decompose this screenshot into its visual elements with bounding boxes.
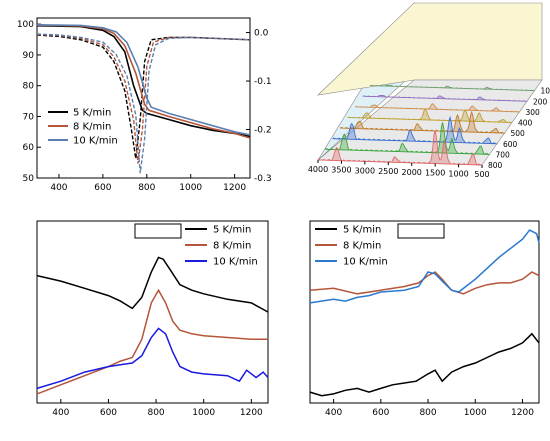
x-tick-label: 400 — [50, 183, 67, 193]
legend-entry: 8 K/min — [343, 241, 381, 252]
y-tick-label: 60 — [23, 143, 35, 153]
dtg-curve — [36, 33, 251, 164]
spectrum-500 — [340, 110, 505, 134]
z-tick-label: 800 — [488, 161, 503, 170]
legend-entry: 10 K/min — [213, 257, 258, 268]
z-tick-label: 400 — [518, 119, 533, 128]
legend-entry: 10 K/min — [73, 136, 118, 147]
x-tick-label: 600 — [100, 408, 117, 418]
x-tick-label: 800 — [147, 408, 164, 418]
panel-a-ticks: 400 600 800 1000 1200 50 60 70 80 90 100 0.0 -0.1 -0.… — [17, 20, 272, 193]
panel-c-ticks: 400 600 800 1000 1200 — [52, 399, 263, 418]
spectrum-600 — [332, 115, 498, 145]
z-tick-label: 100 — [541, 87, 550, 96]
x-tick-label: 3000 — [355, 166, 375, 175]
y-tick-label: 70 — [23, 112, 35, 122]
panel-d-ticks: 400 600 800 1000 1200 — [325, 399, 534, 418]
z-tick-label: 600 — [503, 140, 518, 149]
x-tick-label: 2500 — [378, 167, 398, 176]
panel-b-back-wall — [317, 2, 543, 96]
panel-d-legend: 5 K/min 8 K/min 10 K/min — [315, 225, 388, 268]
spectrum-200 — [362, 94, 528, 102]
x-tick-label: 400 — [325, 408, 342, 418]
y-tick-label: 100 — [17, 20, 34, 30]
x-tick-label: 3500 — [331, 166, 351, 175]
spectrum-100 — [370, 84, 535, 92]
legend-entry: 8 K/min — [213, 241, 251, 252]
series-curve — [36, 256, 269, 313]
series-curve — [36, 327, 269, 390]
x-tick-label: 2000 — [402, 168, 422, 177]
x-tick-label: 1200 — [511, 408, 534, 418]
y-right-tick-label: -0.2 — [254, 126, 272, 136]
z-tick-label: 500 — [511, 129, 526, 138]
x-tick-label: 800 — [138, 183, 155, 193]
x-tick-label: 400 — [52, 408, 69, 418]
panel-c-legend: 5 K/min 8 K/min 10 K/min — [185, 225, 258, 268]
x-tick-label: 800 — [419, 408, 436, 418]
y-tick-label: 50 — [23, 174, 35, 184]
panel-b-spectra — [317, 84, 535, 166]
dtg-curve — [36, 33, 251, 174]
x-tick-label: 1000 — [448, 169, 468, 178]
y-tick-label: 90 — [23, 51, 35, 61]
series-curve — [309, 229, 540, 304]
panel-b-x-ticks: 4000 3500 3000 2500 2000 1500 1000 500 — [308, 160, 490, 179]
x-tick-label: 500 — [474, 170, 489, 179]
y-right-tick-label: -0.1 — [254, 77, 272, 87]
series-curve — [309, 332, 540, 397]
y-right-tick-label: -0.3 — [254, 174, 272, 184]
dtg-curve — [36, 34, 251, 159]
panel-a-plot-frame — [36, 17, 251, 179]
x-tick-label: 1000 — [179, 183, 202, 193]
spectrum-400 — [347, 108, 513, 123]
panel-a-series — [36, 24, 251, 174]
x-tick-label: 1000 — [192, 408, 215, 418]
series-curve — [36, 288, 268, 395]
z-tick-label: 700 — [496, 150, 511, 159]
legend-entry: 10 K/min — [343, 257, 388, 268]
panel-c-series — [36, 256, 269, 395]
legend-entry: 8 K/min — [73, 122, 111, 133]
y-tick-label: 80 — [23, 82, 35, 92]
panel-a: 400 600 800 1000 1200 50 60 70 80 90 100 0.0 -0.1 -0.… — [17, 17, 272, 193]
x-tick-label: 600 — [372, 408, 389, 418]
legend-entry: 5 K/min — [213, 225, 251, 236]
spectrum-700 — [325, 122, 490, 155]
panel-c-annotation-box — [134, 223, 182, 239]
x-tick-label: 1000 — [464, 408, 487, 418]
panel-d: 400 600 800 1000 1200 5 K/min 8 K/min 10 K/min — [309, 220, 540, 418]
y-right-tick-label: 0.0 — [254, 29, 269, 39]
spectrum-800 — [317, 130, 483, 166]
series-curve — [309, 271, 540, 295]
panel-d-series — [309, 229, 540, 397]
x-tick-label: 1200 — [240, 408, 263, 418]
panel-c: 400 600 800 1000 1200 5 K/min 8 K/min 10 K/min — [36, 220, 269, 418]
x-tick-label: 600 — [94, 183, 111, 193]
spectrum-300 — [355, 103, 520, 113]
x-tick-label: 1500 — [425, 169, 445, 178]
tg-curve — [36, 24, 251, 138]
panel-d-annotation-box — [397, 223, 445, 239]
legend-entry: 5 K/min — [343, 225, 381, 236]
panel-d-plot-frame — [309, 220, 540, 404]
z-tick-label: 200 — [533, 97, 548, 106]
panel-a-legend: 5 K/min 8 K/min 10 K/min — [48, 108, 118, 147]
legend-entry: 5 K/min — [73, 108, 111, 119]
x-tick-label: 1200 — [223, 183, 246, 193]
x-tick-label: 4000 — [308, 165, 328, 174]
z-tick-label: 300 — [526, 108, 541, 117]
